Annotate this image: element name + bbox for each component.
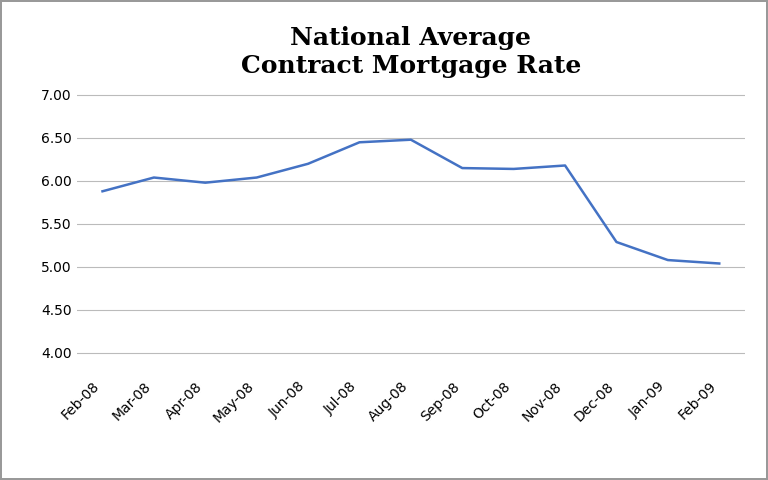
Title: National Average
Contract Mortgage Rate: National Average Contract Mortgage Rate <box>240 26 581 77</box>
